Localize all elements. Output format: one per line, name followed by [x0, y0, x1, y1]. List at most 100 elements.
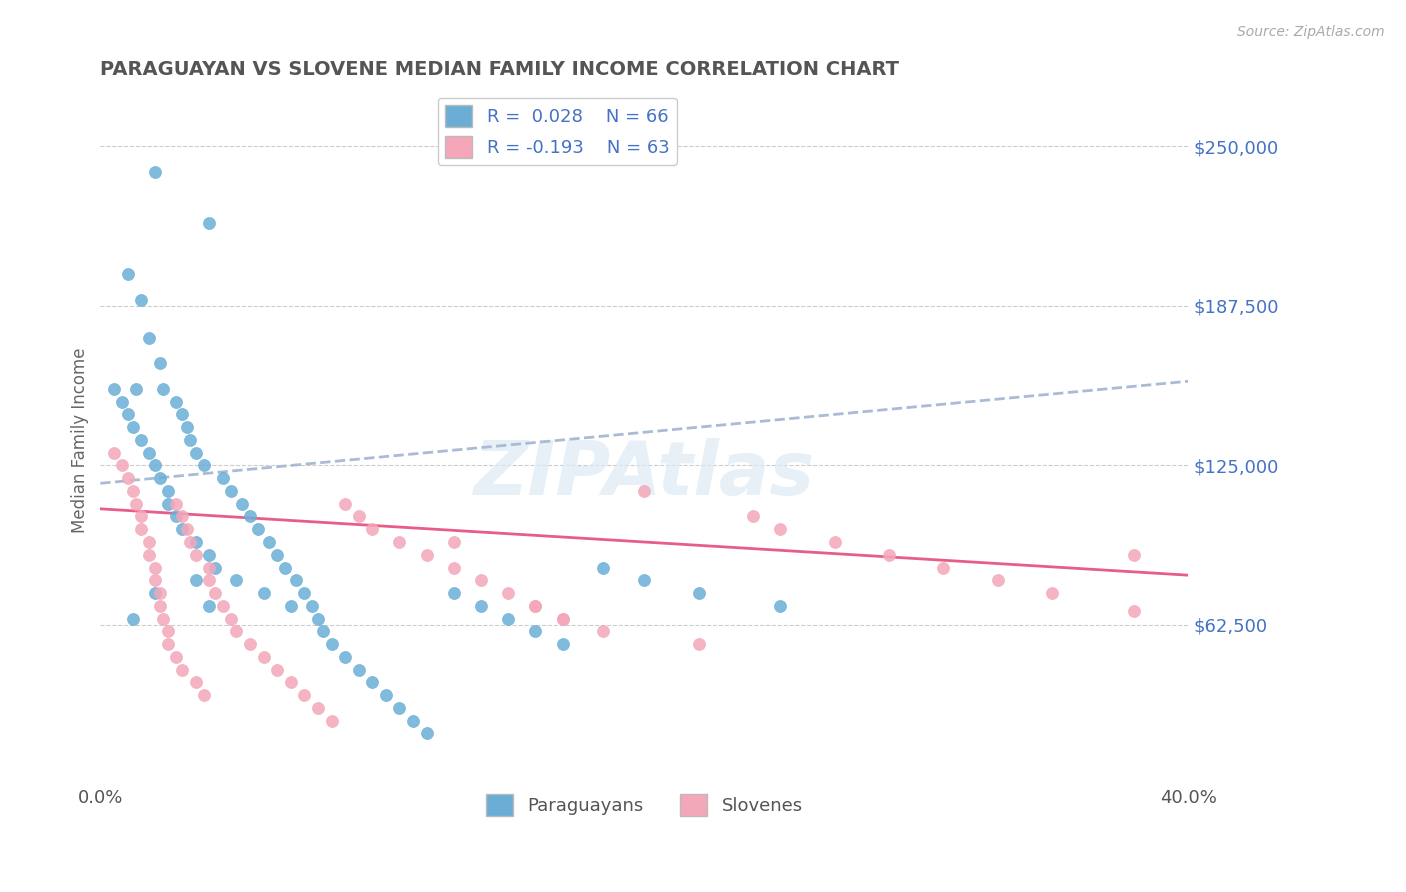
Point: [170, 663, 193, 677]
Point: [333, 649, 356, 664]
Point: [266, 548, 288, 562]
Point: [1040, 586, 1063, 600]
Point: [138, 548, 160, 562]
Point: [170, 522, 193, 536]
Point: [103, 446, 125, 460]
Point: [688, 586, 710, 600]
Point: [361, 522, 384, 536]
Point: [301, 599, 323, 613]
Point: [374, 688, 396, 702]
Point: [179, 535, 201, 549]
Point: [103, 382, 125, 396]
Point: [170, 408, 193, 422]
Point: [204, 560, 226, 574]
Point: [551, 611, 574, 625]
Point: [769, 599, 792, 613]
Point: [157, 483, 180, 498]
Point: [470, 574, 492, 588]
Point: [307, 611, 329, 625]
Point: [117, 471, 139, 485]
Point: [129, 293, 152, 307]
Point: [122, 611, 145, 625]
Point: [280, 675, 302, 690]
Point: [239, 509, 262, 524]
Point: [524, 599, 547, 613]
Point: [292, 688, 315, 702]
Point: [280, 599, 302, 613]
Point: [170, 509, 193, 524]
Legend: Paraguayans, Slovenes: Paraguayans, Slovenes: [479, 787, 810, 823]
Point: [415, 726, 437, 740]
Point: [592, 560, 614, 574]
Point: [524, 624, 547, 639]
Point: [266, 663, 288, 677]
Y-axis label: Median Family Income: Median Family Income: [72, 347, 89, 533]
Point: [688, 637, 710, 651]
Point: [143, 458, 166, 473]
Point: [149, 586, 172, 600]
Point: [143, 574, 166, 588]
Point: [987, 574, 1010, 588]
Point: [184, 675, 207, 690]
Point: [551, 637, 574, 651]
Point: [347, 663, 370, 677]
Point: [225, 574, 247, 588]
Point: [176, 522, 198, 536]
Point: [252, 649, 274, 664]
Point: [138, 331, 160, 345]
Point: [204, 586, 226, 600]
Point: [932, 560, 955, 574]
Point: [157, 624, 180, 639]
Point: [143, 560, 166, 574]
Point: [198, 599, 221, 613]
Point: [129, 509, 152, 524]
Point: [443, 535, 465, 549]
Point: [129, 433, 152, 447]
Point: [166, 497, 188, 511]
Point: [143, 165, 166, 179]
Point: [402, 714, 425, 728]
Point: [184, 548, 207, 562]
Point: [125, 497, 148, 511]
Point: [498, 586, 520, 600]
Point: [143, 586, 166, 600]
Point: [111, 394, 134, 409]
Point: [257, 535, 280, 549]
Point: [388, 701, 411, 715]
Point: [769, 522, 792, 536]
Point: [247, 522, 270, 536]
Point: [219, 611, 242, 625]
Point: [498, 611, 520, 625]
Point: [307, 701, 329, 715]
Point: [198, 574, 221, 588]
Point: [157, 497, 180, 511]
Point: [129, 522, 152, 536]
Point: [443, 586, 465, 600]
Point: [1122, 604, 1144, 618]
Point: [292, 586, 315, 600]
Point: [443, 560, 465, 574]
Point: [198, 216, 221, 230]
Point: [184, 535, 207, 549]
Point: [347, 509, 370, 524]
Point: [592, 624, 614, 639]
Point: [361, 675, 384, 690]
Point: [877, 548, 900, 562]
Point: [111, 458, 134, 473]
Text: ZIPAtlas: ZIPAtlas: [474, 438, 815, 511]
Point: [184, 574, 207, 588]
Point: [211, 599, 233, 613]
Point: [193, 458, 215, 473]
Point: [312, 624, 335, 639]
Point: [152, 611, 174, 625]
Point: [415, 548, 437, 562]
Point: [166, 649, 188, 664]
Point: [252, 586, 274, 600]
Point: [633, 574, 655, 588]
Point: [231, 497, 253, 511]
Point: [149, 356, 172, 370]
Point: [198, 548, 221, 562]
Point: [285, 574, 308, 588]
Point: [824, 535, 846, 549]
Point: [125, 382, 148, 396]
